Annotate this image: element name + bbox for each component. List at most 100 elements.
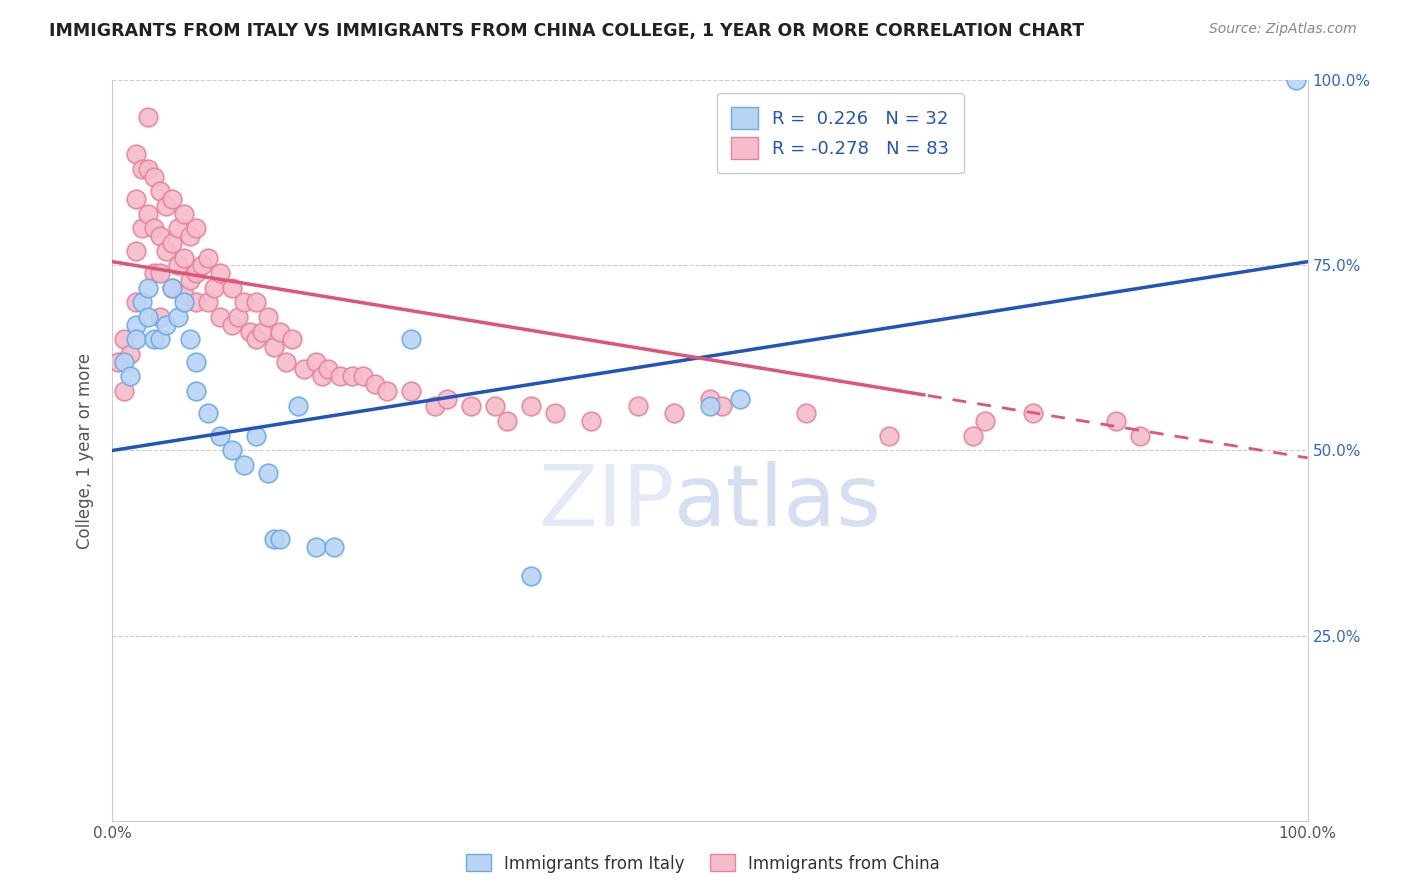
Point (186, 295, 208, 310)
Point (138, 280, 160, 294)
Point (155, 318, 177, 332)
Point (245, 332, 267, 346)
Point (274, 354, 297, 368)
Point (149, 332, 172, 346)
Point (120, 369, 142, 384)
Point (257, 310, 280, 325)
Point (162, 236, 183, 251)
Point (329, 369, 352, 384)
Point (173, 206, 195, 220)
Point (173, 288, 195, 302)
Point (245, 428, 267, 442)
Point (239, 325, 262, 339)
Point (1285, 73, 1308, 87)
Point (155, 244, 177, 258)
Point (143, 221, 166, 235)
Point (149, 266, 172, 280)
Point (138, 111, 160, 125)
Point (125, 147, 148, 161)
Point (221, 443, 243, 458)
Point (186, 384, 208, 399)
Point (138, 310, 160, 325)
Point (186, 221, 208, 235)
Point (209, 428, 232, 442)
Point (226, 310, 249, 325)
Point (269, 533, 291, 547)
Point (179, 273, 201, 287)
Point (520, 399, 543, 413)
Point (305, 354, 328, 368)
Point (162, 192, 183, 206)
Point (143, 169, 166, 184)
Text: atlas: atlas (675, 461, 882, 544)
Point (425, 399, 447, 413)
Point (167, 259, 190, 273)
Point (311, 369, 333, 384)
Legend: R =  0.226   N = 32, R = -0.278   N = 83: R = 0.226 N = 32, R = -0.278 N = 83 (717, 93, 965, 173)
Point (125, 244, 148, 258)
Point (436, 392, 458, 406)
Point (401, 384, 423, 399)
Point (711, 399, 734, 413)
Point (520, 569, 543, 583)
Point (699, 392, 721, 406)
Point (143, 332, 166, 346)
Point (728, 392, 751, 406)
Point (167, 310, 190, 325)
Point (138, 206, 160, 220)
Point (114, 354, 135, 368)
Point (257, 466, 280, 480)
Point (401, 332, 423, 346)
Point (173, 251, 195, 265)
Point (579, 414, 602, 428)
Point (173, 295, 195, 310)
Point (162, 280, 183, 294)
Point (364, 376, 387, 391)
Point (167, 221, 190, 235)
Point (245, 295, 267, 310)
Point (197, 295, 219, 310)
Point (131, 295, 153, 310)
Point (221, 280, 243, 294)
Point (281, 332, 304, 346)
Point (292, 362, 315, 376)
Text: IMMIGRANTS FROM ITALY VS IMMIGRANTS FROM CHINA COLLEGE, 1 YEAR OR MORE CORRELATI: IMMIGRANTS FROM ITALY VS IMMIGRANTS FROM… (49, 22, 1084, 40)
Point (186, 266, 208, 280)
Point (974, 414, 997, 428)
Point (879, 428, 901, 442)
Point (197, 251, 219, 265)
Point (125, 192, 148, 206)
Point (316, 362, 339, 376)
Y-axis label: College, 1 year or more: College, 1 year or more (76, 352, 94, 549)
Point (125, 332, 148, 346)
Point (664, 407, 686, 421)
Point (202, 280, 225, 294)
Point (263, 533, 285, 547)
Point (179, 332, 201, 346)
Point (131, 162, 153, 177)
Point (149, 310, 172, 325)
Point (543, 407, 565, 421)
Point (120, 347, 142, 361)
Point (377, 384, 399, 399)
Point (352, 369, 374, 384)
Point (1022, 407, 1045, 421)
Point (250, 325, 273, 339)
Point (149, 184, 172, 198)
Point (233, 458, 256, 473)
Point (263, 340, 285, 354)
Point (699, 399, 721, 413)
Point (114, 384, 135, 399)
Text: Source: ZipAtlas.com: Source: ZipAtlas.com (1209, 22, 1357, 37)
Point (186, 354, 208, 368)
Point (107, 354, 129, 368)
Point (269, 325, 291, 339)
Point (143, 266, 166, 280)
Point (155, 199, 177, 213)
Legend: Immigrants from Italy, Immigrants from China: Immigrants from Italy, Immigrants from C… (460, 847, 946, 880)
Point (627, 399, 650, 413)
Point (162, 280, 183, 294)
Point (114, 332, 135, 346)
Point (322, 540, 344, 554)
Point (233, 295, 256, 310)
